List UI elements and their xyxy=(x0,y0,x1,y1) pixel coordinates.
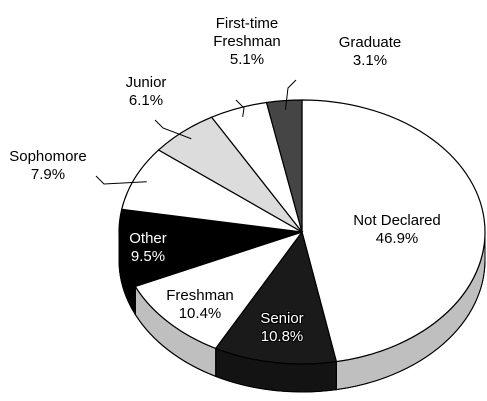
value-label: 10.8% xyxy=(260,328,304,345)
slice-label: Not Declared 46.9% xyxy=(353,212,441,248)
leader-line xyxy=(95,175,147,185)
value-label: 10.4% xyxy=(178,305,222,322)
category-label: Other xyxy=(129,230,167,247)
slice xyxy=(120,149,303,233)
category-label: Junior xyxy=(125,74,167,91)
category-label: Freshman xyxy=(166,287,234,304)
category-label: Graduate xyxy=(338,34,402,51)
value-label: 3.1% xyxy=(352,52,388,69)
slice-label: Senior 10.8% xyxy=(260,310,303,346)
value-label: 46.9% xyxy=(375,230,419,247)
leader-line xyxy=(284,79,297,110)
slice xyxy=(265,99,303,233)
leader-line xyxy=(154,119,192,140)
value-label: 7.9% xyxy=(30,166,66,183)
slice-label: Sophomore 7.9% xyxy=(9,148,87,184)
slice xyxy=(118,208,303,288)
category-label: First-time Freshman xyxy=(213,15,281,50)
category-label: Not Declared xyxy=(353,212,441,229)
value-label: 5.1% xyxy=(229,51,265,68)
slice-label: Other 9.5% xyxy=(129,230,167,266)
slice-label: Graduate 3.1% xyxy=(339,34,402,70)
slice xyxy=(214,230,338,365)
value-label: 6.1% xyxy=(128,92,164,109)
slice-label: Freshman 10.4% xyxy=(166,287,234,323)
category-label: Sophomore xyxy=(9,148,87,165)
slice-label: Junior 6.1% xyxy=(126,74,167,110)
slice xyxy=(134,230,304,350)
leader-line xyxy=(235,99,245,117)
category-label: Senior xyxy=(260,310,304,327)
slice xyxy=(301,99,486,363)
value-label: 9.5% xyxy=(130,248,166,265)
slice-label: First-time Freshman 5.1% xyxy=(207,15,287,69)
